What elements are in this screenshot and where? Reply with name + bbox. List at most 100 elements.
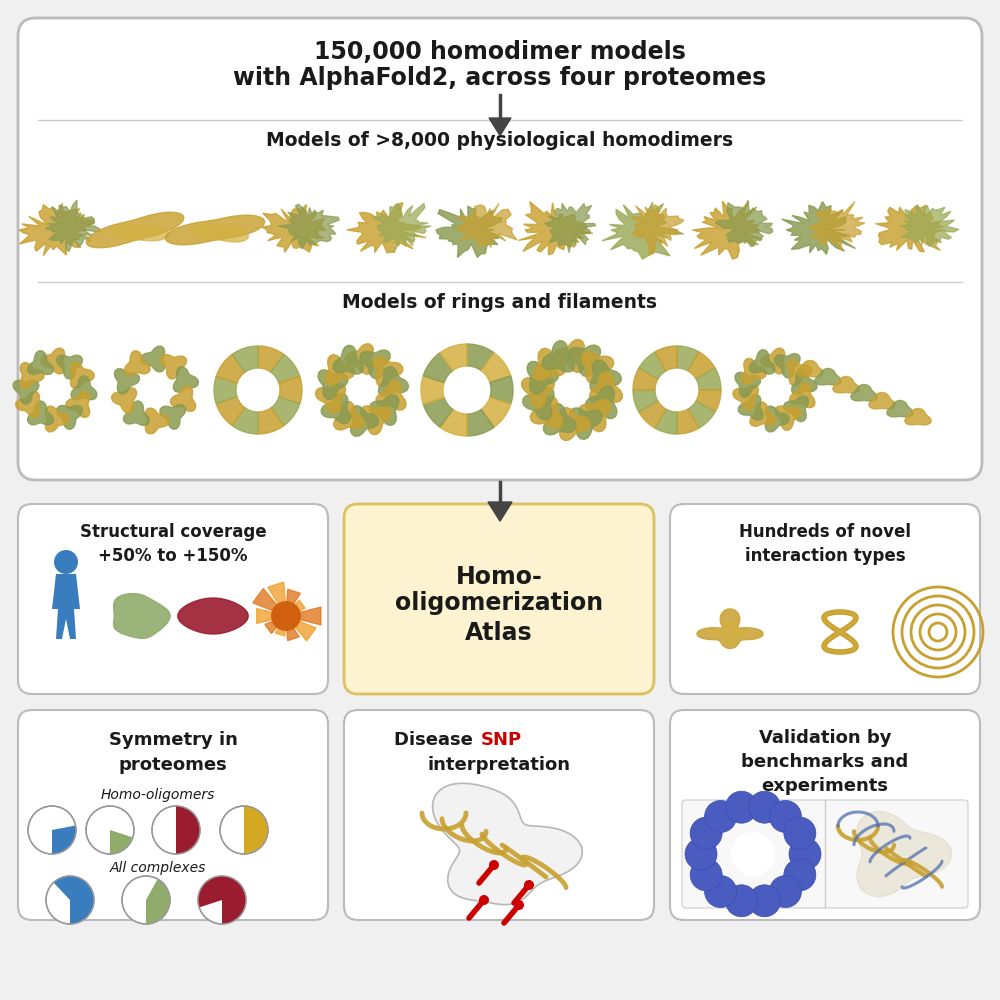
Polygon shape (45, 200, 100, 252)
Polygon shape (490, 376, 513, 404)
Text: Homo-oligomers: Homo-oligomers (101, 788, 215, 802)
Polygon shape (286, 616, 316, 641)
Polygon shape (467, 344, 494, 371)
Text: experiments: experiments (762, 777, 889, 795)
Polygon shape (286, 600, 305, 616)
Polygon shape (373, 203, 431, 250)
Polygon shape (275, 616, 286, 636)
Polygon shape (271, 354, 300, 383)
Polygon shape (797, 360, 823, 377)
Polygon shape (696, 390, 721, 412)
Polygon shape (178, 598, 248, 634)
Text: SNP: SNP (481, 731, 522, 749)
Polygon shape (522, 378, 555, 408)
Polygon shape (279, 376, 302, 404)
Polygon shape (782, 201, 856, 254)
Text: with AlphaFold2, across four proteomes: with AlphaFold2, across four proteomes (233, 66, 767, 90)
Polygon shape (161, 355, 187, 379)
Polygon shape (456, 203, 517, 248)
Polygon shape (677, 409, 699, 434)
Polygon shape (655, 409, 677, 434)
Polygon shape (271, 397, 300, 426)
Polygon shape (712, 621, 748, 643)
Polygon shape (376, 380, 406, 410)
Text: +50% to +150%: +50% to +150% (98, 547, 248, 565)
Polygon shape (145, 408, 169, 434)
Circle shape (784, 817, 816, 849)
Text: proteomes: proteomes (119, 756, 227, 774)
Polygon shape (257, 609, 286, 623)
Polygon shape (733, 385, 758, 411)
Polygon shape (421, 376, 444, 404)
Polygon shape (286, 589, 300, 616)
Wedge shape (146, 879, 170, 924)
Polygon shape (318, 370, 348, 400)
Polygon shape (41, 348, 65, 374)
Polygon shape (111, 225, 169, 241)
Polygon shape (141, 346, 165, 372)
FancyBboxPatch shape (670, 504, 980, 694)
Circle shape (725, 791, 757, 823)
Polygon shape (869, 392, 895, 409)
Polygon shape (440, 344, 467, 371)
Polygon shape (286, 616, 299, 641)
Polygon shape (216, 397, 245, 426)
Text: Validation by: Validation by (759, 729, 891, 747)
Polygon shape (523, 387, 554, 420)
Polygon shape (696, 368, 721, 390)
Wedge shape (244, 806, 268, 854)
Polygon shape (633, 390, 658, 412)
Polygon shape (688, 352, 715, 379)
Polygon shape (544, 403, 576, 435)
Circle shape (789, 838, 821, 870)
Polygon shape (851, 384, 877, 401)
Polygon shape (171, 386, 196, 411)
Polygon shape (86, 212, 184, 248)
Circle shape (86, 806, 134, 854)
Polygon shape (602, 202, 684, 259)
Polygon shape (639, 401, 666, 428)
FancyBboxPatch shape (18, 18, 982, 480)
FancyBboxPatch shape (344, 504, 654, 694)
Wedge shape (176, 806, 200, 854)
Polygon shape (16, 392, 40, 417)
Polygon shape (809, 202, 865, 250)
Polygon shape (214, 376, 237, 404)
Polygon shape (334, 401, 364, 430)
Polygon shape (165, 215, 265, 245)
FancyBboxPatch shape (18, 504, 328, 694)
Polygon shape (114, 594, 170, 638)
Polygon shape (688, 401, 715, 428)
Circle shape (749, 885, 781, 917)
Polygon shape (716, 200, 773, 246)
Polygon shape (585, 386, 617, 418)
Wedge shape (198, 876, 246, 924)
Polygon shape (315, 384, 346, 414)
Polygon shape (423, 353, 453, 383)
Polygon shape (774, 354, 800, 378)
Text: benchmarks and: benchmarks and (741, 753, 909, 771)
Polygon shape (775, 406, 801, 430)
Polygon shape (639, 352, 666, 379)
Text: Structural coverage: Structural coverage (80, 523, 266, 541)
Wedge shape (110, 830, 133, 854)
Polygon shape (560, 407, 590, 440)
Polygon shape (45, 406, 69, 432)
Circle shape (46, 876, 94, 924)
Polygon shape (738, 395, 763, 420)
FancyBboxPatch shape (682, 800, 968, 908)
Text: All complexes: All complexes (110, 861, 206, 875)
Circle shape (769, 800, 801, 832)
Circle shape (122, 876, 170, 924)
Polygon shape (697, 609, 763, 648)
Polygon shape (742, 358, 766, 384)
Polygon shape (423, 397, 453, 427)
Circle shape (489, 860, 499, 870)
Polygon shape (900, 205, 959, 247)
Polygon shape (655, 346, 677, 371)
Polygon shape (114, 369, 139, 394)
Polygon shape (347, 203, 426, 253)
Polygon shape (533, 348, 566, 380)
Polygon shape (28, 401, 54, 425)
Wedge shape (54, 876, 94, 924)
